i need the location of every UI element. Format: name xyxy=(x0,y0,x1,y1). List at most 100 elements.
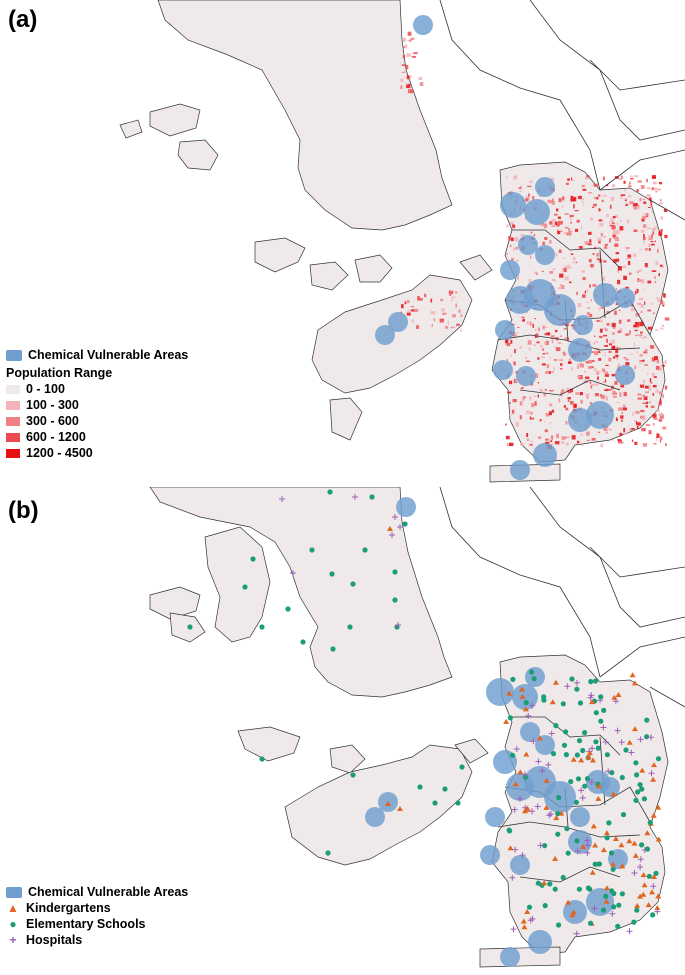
population-cell xyxy=(590,263,594,268)
land-north-peninsula xyxy=(149,487,453,698)
kindergarten-marker xyxy=(603,898,610,904)
range-label: 0 - 100 xyxy=(26,382,65,396)
population-cell xyxy=(585,177,589,179)
population-cell xyxy=(642,394,645,398)
population-cell xyxy=(508,236,511,241)
population-cell xyxy=(649,430,652,434)
boundary-line xyxy=(589,546,685,578)
legend-label-cva: Chemical Vulnerable Areas xyxy=(28,348,189,362)
hospital-marker xyxy=(574,848,581,855)
population-cell xyxy=(505,341,508,346)
hospital-marker xyxy=(539,767,546,774)
population-cell xyxy=(651,270,657,272)
population-cell xyxy=(593,183,598,187)
land-island-west-2 xyxy=(177,139,219,171)
hospital-marker xyxy=(584,842,591,849)
population-cell xyxy=(658,231,663,236)
population-cell xyxy=(585,393,590,397)
boundary-line xyxy=(599,636,685,678)
population-cell xyxy=(599,328,603,333)
population-cell xyxy=(647,326,653,330)
population-cell xyxy=(608,350,612,353)
population-cell xyxy=(586,439,590,441)
population-cell xyxy=(634,329,638,332)
population-cell xyxy=(660,436,663,441)
population-cell xyxy=(511,409,515,414)
population-cell xyxy=(555,347,561,352)
school-marker xyxy=(507,828,513,834)
school-marker xyxy=(560,874,566,881)
population-cell xyxy=(581,443,584,446)
school-marker xyxy=(615,923,621,929)
population-cell xyxy=(450,326,454,329)
population-cell xyxy=(528,280,531,284)
population-cell xyxy=(572,179,575,181)
school-marker xyxy=(347,624,353,630)
population-cell xyxy=(586,394,589,399)
population-cell xyxy=(593,203,597,207)
population-cell xyxy=(565,421,568,425)
population-cell xyxy=(582,294,586,298)
school-marker xyxy=(653,870,659,876)
population-cell xyxy=(540,223,542,227)
school-marker xyxy=(573,799,580,805)
population-cell xyxy=(515,422,519,427)
population-cell xyxy=(615,392,617,395)
cva-zone xyxy=(485,807,505,827)
school-marker xyxy=(576,886,583,892)
population-cell xyxy=(407,31,412,36)
hospital-marker xyxy=(579,794,586,801)
population-cell xyxy=(451,298,453,302)
population-cell xyxy=(587,307,590,309)
population-cell xyxy=(442,312,447,315)
population-cell xyxy=(642,402,646,404)
school-marker xyxy=(610,866,616,872)
population-cell xyxy=(663,208,668,212)
cva-zone xyxy=(413,15,433,35)
kindergarten-marker xyxy=(649,889,655,895)
population-cell xyxy=(576,440,580,444)
land-island-south-1 xyxy=(329,397,363,441)
hospital-marker xyxy=(535,758,542,765)
cva-zone xyxy=(535,177,555,197)
population-cell xyxy=(614,381,618,385)
school-marker xyxy=(588,920,594,926)
population-cell xyxy=(549,390,554,392)
population-cell xyxy=(545,438,549,441)
population-cell xyxy=(650,201,653,206)
school-marker xyxy=(285,606,291,612)
population-cell xyxy=(648,248,651,251)
boundary-line xyxy=(519,866,621,883)
population-cell xyxy=(610,218,614,223)
population-cell xyxy=(512,399,517,403)
kindergarten-marker xyxy=(632,726,638,732)
population-cell xyxy=(605,364,609,366)
population-cell xyxy=(629,175,634,177)
population-cell xyxy=(626,249,628,252)
population-cell xyxy=(526,433,529,437)
range-swatch xyxy=(6,384,20,394)
population-cell xyxy=(516,259,519,262)
population-cell xyxy=(640,416,642,419)
school-marker xyxy=(603,893,609,899)
population-cell xyxy=(648,401,652,404)
boundary-line xyxy=(529,487,685,628)
population-cell xyxy=(619,226,624,231)
population-cell xyxy=(640,337,646,339)
population-cell xyxy=(636,189,639,193)
population-cell xyxy=(573,196,577,202)
population-cell xyxy=(644,391,650,393)
school-marker xyxy=(563,752,570,758)
kindergarten-marker xyxy=(524,806,531,812)
population-cell xyxy=(526,311,528,313)
school-marker xyxy=(309,547,315,553)
population-cell xyxy=(559,230,563,232)
kindergarten-marker xyxy=(626,739,633,745)
population-cell xyxy=(636,422,641,426)
population-cell xyxy=(628,195,632,198)
population-cell xyxy=(532,323,534,328)
population-cell xyxy=(561,441,565,444)
population-cell xyxy=(650,345,654,349)
population-cell xyxy=(572,261,577,264)
population-cell xyxy=(614,214,619,218)
